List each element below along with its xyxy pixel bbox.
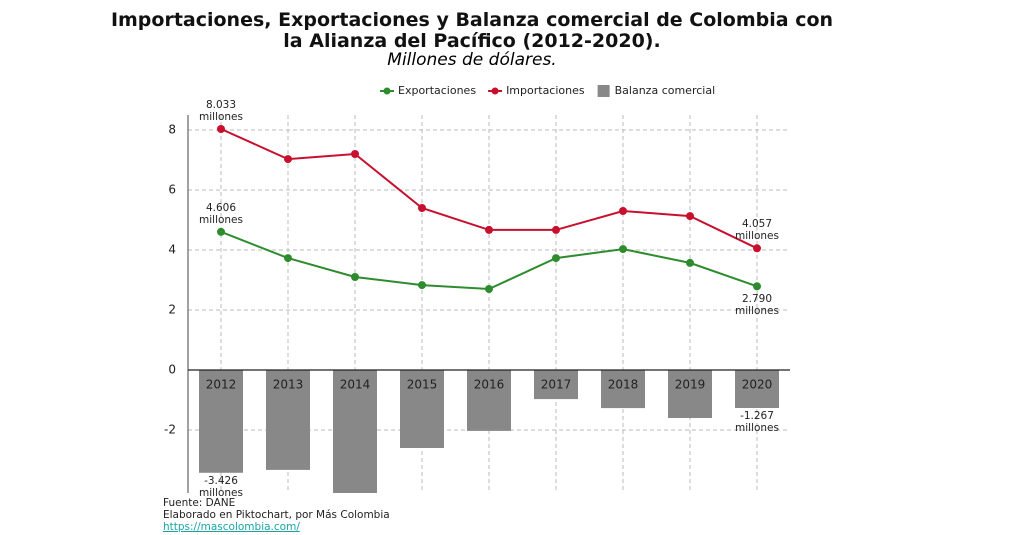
value-label: 4.606 millones bbox=[199, 201, 243, 226]
subtitle: Millones de dólares. bbox=[387, 50, 557, 70]
point bbox=[284, 155, 292, 164]
point bbox=[217, 125, 225, 134]
x-tick-label: 2012 bbox=[206, 378, 237, 392]
point bbox=[753, 282, 761, 291]
point bbox=[485, 285, 493, 293]
point bbox=[351, 273, 359, 281]
point bbox=[284, 254, 292, 263]
value-label: 8.033 millones bbox=[199, 99, 243, 123]
point bbox=[351, 150, 359, 158]
x-tick-label: 2020 bbox=[742, 378, 773, 392]
point bbox=[619, 207, 627, 215]
x-tick-label: 2016 bbox=[474, 378, 505, 392]
value-label: 2.790 millones bbox=[735, 293, 779, 318]
point bbox=[686, 258, 694, 267]
point bbox=[485, 225, 493, 234]
x-tick-label: 2019 bbox=[675, 378, 706, 392]
legend-label: Exportaciones bbox=[398, 84, 476, 97]
point bbox=[552, 225, 560, 234]
footer: Fuente: DANE bbox=[163, 497, 236, 509]
title-line: la Alianza del Pacífico (2012-2020). bbox=[283, 30, 661, 52]
point bbox=[619, 245, 627, 254]
x-tick-label: 2013 bbox=[273, 378, 304, 392]
x-tick-label: 2014 bbox=[340, 378, 371, 392]
point bbox=[753, 244, 761, 253]
bar bbox=[333, 370, 377, 493]
value-label: -3.426 millones bbox=[199, 474, 243, 499]
legend-point bbox=[383, 87, 391, 95]
point bbox=[552, 254, 560, 263]
y-tick-label: 2 bbox=[168, 303, 176, 317]
legend-point bbox=[491, 87, 499, 95]
x-tick-label: 2017 bbox=[541, 378, 572, 392]
bar bbox=[199, 370, 243, 473]
legend-swatch bbox=[597, 85, 610, 97]
y-tick-label: 6 bbox=[168, 183, 176, 197]
point bbox=[686, 212, 694, 221]
link[interactable]: https://mascolombia.com/ bbox=[163, 521, 300, 533]
y-tick-label: 4 bbox=[168, 243, 176, 257]
x-tick-label: 2015 bbox=[407, 378, 438, 392]
point bbox=[418, 281, 426, 290]
bar bbox=[534, 370, 578, 400]
legend-label: Importaciones bbox=[506, 84, 585, 97]
y-tick-label: -2 bbox=[164, 423, 176, 437]
y-tick-label: 0 bbox=[168, 363, 176, 377]
y-tick-label: 8 bbox=[168, 123, 176, 137]
line bbox=[220, 230, 758, 291]
x-tick-label: 2018 bbox=[608, 378, 639, 392]
legend-label: Balanza comercial bbox=[615, 84, 716, 97]
bar bbox=[467, 370, 511, 431]
bar bbox=[668, 370, 712, 418]
bar bbox=[266, 370, 310, 470]
bar bbox=[735, 370, 779, 409]
footer: Elaborado en Piktochart, por Más Colombi… bbox=[163, 509, 390, 521]
point bbox=[418, 204, 426, 212]
bar bbox=[400, 370, 444, 448]
value-label: -1.267 millones bbox=[735, 410, 779, 434]
point bbox=[217, 227, 225, 236]
bar bbox=[601, 370, 645, 409]
title-line: Importaciones, Exportaciones y Balanza c… bbox=[110, 9, 834, 31]
value-label: 4.057 millones bbox=[735, 218, 779, 243]
